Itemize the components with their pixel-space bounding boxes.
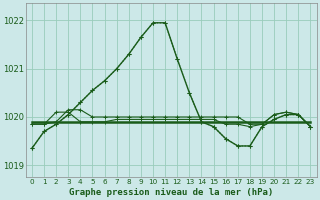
X-axis label: Graphe pression niveau de la mer (hPa): Graphe pression niveau de la mer (hPa) [69, 188, 273, 197]
